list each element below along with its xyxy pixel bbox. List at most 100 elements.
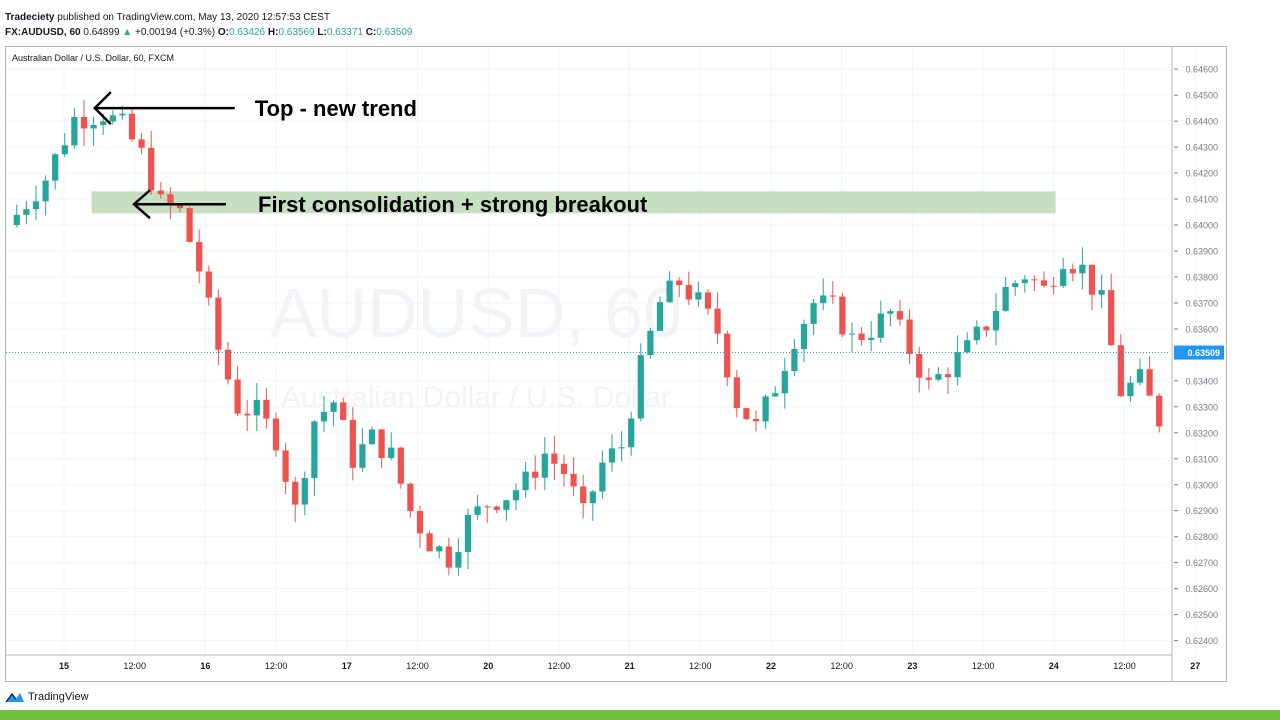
candlestick-chart[interactable]: AUDUSD, 60 Australian Dollar / U.S. Dolla… — [6, 47, 1226, 681]
candle-body — [349, 419, 356, 468]
candle-body — [119, 113, 126, 116]
tradingview-logo[interactable]: TradingView — [5, 690, 89, 704]
candle-body — [196, 241, 203, 272]
low-value: 0.63371 — [326, 27, 363, 38]
candle-body — [820, 295, 827, 304]
candle-body — [1127, 382, 1134, 397]
x-tick-label: 12:00 — [548, 661, 571, 671]
candle-body — [320, 411, 328, 422]
close-value: 0.63509 — [376, 27, 413, 38]
candle-body — [301, 478, 308, 505]
y-tick-label: 0.63300 — [1185, 402, 1218, 412]
x-tick-label: 21 — [625, 661, 635, 671]
x-tick-label: 12:00 — [689, 661, 712, 671]
candle-body — [61, 145, 68, 155]
tradingview-logo-text: TradingView — [28, 691, 89, 703]
tradingview-logo-icon — [5, 693, 24, 703]
low-label: L: — [317, 27, 327, 38]
y-tick-label: 0.63600 — [1185, 324, 1218, 334]
candle-body — [1108, 290, 1115, 346]
chart-pane[interactable]: AUDUSD, 60 Australian Dollar / U.S. Dolla… — [5, 46, 1227, 682]
candle-body — [743, 408, 750, 420]
candle-body — [71, 116, 78, 146]
open-label: O: — [217, 27, 229, 38]
candle-body — [714, 308, 721, 334]
candle-body — [224, 349, 232, 380]
y-tick-label: 0.63800 — [1185, 272, 1218, 282]
y-tick-label: 0.64400 — [1185, 117, 1218, 127]
candle-body — [464, 514, 472, 553]
candle-body — [647, 330, 654, 356]
candle-body — [388, 447, 395, 458]
candle-body — [532, 471, 539, 478]
candle-body — [378, 429, 385, 458]
candle-body — [983, 326, 990, 331]
y-tick-label: 0.64000 — [1185, 221, 1218, 231]
x-tick-label: 12:00 — [830, 661, 853, 671]
candle-body — [800, 323, 808, 349]
candle-body — [1146, 369, 1153, 396]
x-tick-label: 12:00 — [972, 661, 995, 671]
y-tick-label: 0.62400 — [1185, 636, 1218, 646]
y-tick-label: 0.62500 — [1185, 610, 1218, 620]
candle-body — [724, 333, 731, 378]
y-tick-label: 0.63900 — [1185, 247, 1218, 257]
candle-body — [637, 355, 644, 419]
candle-body — [1088, 264, 1096, 295]
candle-body — [1117, 345, 1124, 397]
candle-body — [474, 506, 481, 515]
candle-body — [1012, 283, 1019, 287]
publish-info: Tradeciety published on TradingView.com,… — [5, 12, 330, 23]
candle-body — [436, 546, 443, 552]
candle-body — [685, 285, 692, 300]
candle-body — [368, 429, 376, 445]
x-tick-label: 12:00 — [123, 661, 146, 671]
candle-body — [157, 190, 164, 195]
candle-body — [868, 337, 875, 340]
candle-body — [762, 396, 769, 422]
candle-body — [1040, 280, 1048, 286]
candle-body — [733, 377, 740, 409]
y-tick-label: 0.62800 — [1185, 532, 1218, 542]
publisher-name: Tradeciety — [5, 12, 55, 23]
candle-body — [772, 393, 779, 397]
symbol-label: FX:AUDUSD, 60 — [5, 27, 81, 38]
candle-body — [330, 402, 337, 412]
change-value: +0.00194 (+0.3%) — [134, 27, 216, 38]
y-tick-label: 0.64200 — [1185, 169, 1218, 179]
candle-body — [167, 194, 174, 206]
candle-body — [272, 418, 280, 451]
candle-body — [1136, 369, 1144, 383]
candle-body — [1060, 269, 1067, 287]
candle-body — [148, 147, 155, 191]
candle-body — [964, 340, 971, 353]
candle-body — [80, 116, 88, 129]
candle-body — [426, 533, 433, 552]
y-tick-label: 0.64500 — [1185, 91, 1218, 101]
candle-body — [935, 374, 942, 380]
candle-body — [445, 546, 452, 568]
candle-body — [359, 444, 366, 468]
candle-body — [916, 353, 923, 378]
candle-body — [1021, 279, 1028, 284]
candle-body — [858, 333, 865, 340]
candle-body — [282, 450, 289, 482]
candle-body — [925, 377, 932, 380]
candle-body — [704, 292, 712, 309]
y-tick-label: 0.62600 — [1185, 584, 1218, 594]
candle-body — [954, 352, 961, 378]
x-tick-label: 12:00 — [1113, 661, 1136, 671]
consolidation-zone — [91, 191, 1056, 214]
candle-body — [810, 303, 817, 324]
change-arrow-icon: ▲ — [122, 27, 133, 38]
candle-body — [656, 302, 664, 331]
candle-body — [589, 491, 596, 504]
candle-body — [599, 462, 606, 492]
candle-body — [503, 500, 510, 510]
candle-body — [848, 333, 856, 335]
y-tick-label: 0.63700 — [1185, 298, 1218, 308]
candle-body — [512, 490, 520, 501]
candle-body — [253, 399, 260, 416]
candle-body — [570, 473, 577, 487]
candle-body — [1156, 395, 1163, 427]
